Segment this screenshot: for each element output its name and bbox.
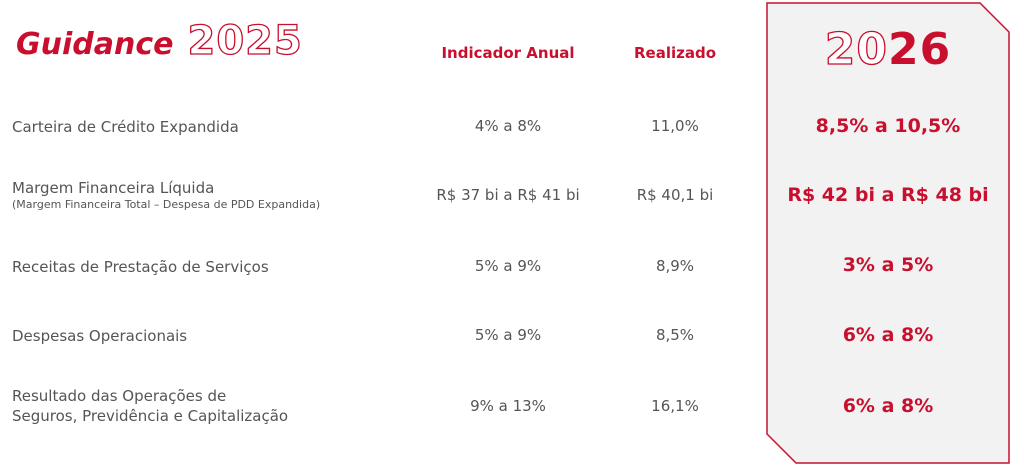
column-header-realized: Realizado [633, 44, 717, 62]
row-realized-value: 16,1% [651, 397, 699, 415]
guidance-2026-panel: 2026 [766, 2, 1010, 464]
row-realized-value: 11,0% [651, 117, 699, 135]
row-annual-value: 4% a 8% [474, 117, 542, 135]
row-sublabel: (Margem Financeira Total – Despesa de PD… [12, 198, 321, 211]
row-label: Carteira de Crédito Expandida [12, 118, 239, 136]
row-label: Resultado das Operações de [12, 387, 227, 405]
row-annual-value: R$ 37 bi a R$ 41 bi [436, 186, 580, 204]
row-label: Despesas Operacionais [12, 327, 188, 345]
row-annual-value: 5% a 9% [474, 257, 542, 275]
panel-year: 2026 [766, 23, 1010, 75]
row-realized-value: R$ 40,1 bi [636, 186, 714, 204]
row-realized-value: 8,9% [655, 257, 695, 275]
row-guidance-value: 6% a 8% [842, 395, 934, 417]
title-word: Guidance [16, 27, 174, 62]
panel-frame [766, 2, 1010, 464]
row-label-line2: Seguros, Previdência e Capitalização [12, 407, 289, 425]
page-title: Guidance 2025 [16, 17, 303, 78]
row-label: Receitas de Prestação de Serviços [12, 258, 269, 276]
row-label-block: Resultado das Operações de Seguros, Prev… [12, 386, 288, 426]
panel-year-outline: 20 [824, 23, 888, 75]
panel-year-solid: 26 [888, 24, 952, 75]
title-year: 2025 [187, 17, 303, 64]
row-guidance-value: R$ 42 bi a R$ 48 bi [787, 184, 989, 206]
row-guidance-value: 3% a 5% [842, 254, 934, 276]
row-annual-value: 5% a 9% [474, 326, 542, 344]
row-annual-value: 9% a 13% [470, 397, 546, 415]
row-label: Margem Financeira Líquida [12, 179, 215, 197]
row-realized-value: 8,5% [655, 326, 695, 344]
row-label-block: Margem Financeira Líquida (Margem Financ… [12, 178, 320, 212]
row-guidance-value: 6% a 8% [842, 324, 934, 346]
row-guidance-value: 8,5% a 10,5% [815, 115, 961, 137]
column-header-annual: Indicador Anual [441, 44, 575, 62]
